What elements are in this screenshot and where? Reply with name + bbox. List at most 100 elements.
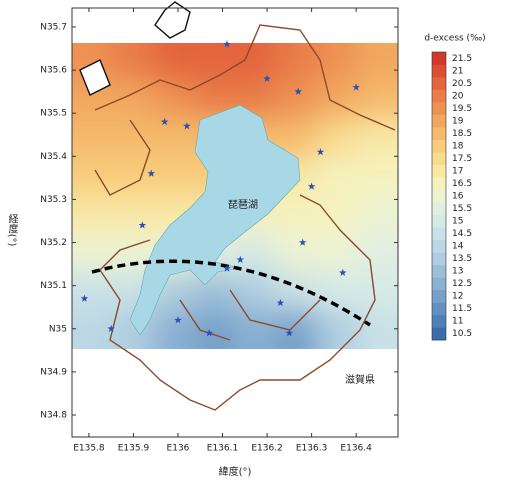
field-cell: [194, 43, 236, 82]
station: [80, 294, 89, 302]
station: [352, 83, 360, 91]
field-cell: [235, 310, 277, 349]
x-tick-label: E136.1: [207, 444, 238, 454]
y-tick-label: N35.6: [40, 66, 67, 76]
field-cell: [357, 233, 398, 273]
lake-label: 琵琶湖: [228, 199, 258, 211]
field-cell: [275, 194, 318, 235]
colorbar-frame: [431, 51, 447, 341]
colorbar-label: 13.5: [452, 254, 472, 264]
field-cell: [316, 310, 359, 349]
colorbar-label: 17: [452, 166, 463, 176]
field-cell: [275, 233, 318, 273]
y-tick-label: N34.8: [40, 411, 67, 421]
station: [294, 87, 302, 95]
x-tick-label: E136.4: [340, 444, 372, 454]
colorbar-swatch: [432, 164, 446, 178]
y-axis-label: 経度(°): [6, 212, 18, 246]
colorbar-swatch: [432, 214, 446, 228]
field-cell: [357, 310, 398, 349]
y-tick-label: N35.2: [40, 238, 67, 248]
colorbar-label: 16.5: [452, 179, 472, 189]
colorbar-label: 19.5: [452, 104, 472, 114]
y-tick-label: N35.1: [40, 281, 67, 291]
coastline: [79, 1, 191, 96]
field-cell: [153, 43, 196, 82]
station: [339, 268, 347, 276]
colorbar-label: 17.5: [452, 154, 472, 164]
y-tick-label: N35: [49, 324, 67, 334]
colorbar-swatch: [432, 102, 446, 115]
colorbar-swatch: [432, 252, 446, 266]
field-cell: [72, 310, 114, 349]
colorbar-label: 14: [452, 242, 464, 252]
field-cell: [235, 233, 277, 273]
station: [298, 238, 307, 246]
colorbar-swatch: [432, 152, 446, 165]
map-overlay: [79, 1, 396, 411]
field-cell: [72, 271, 114, 312]
field-cell: [316, 118, 359, 158]
field-cell: [316, 233, 359, 273]
field-cell: [72, 233, 114, 273]
colorbar-label: 11.5: [452, 304, 472, 314]
colorbar-swatch: [432, 189, 446, 203]
field-cell: [357, 194, 398, 235]
field-cell: [153, 156, 196, 197]
y-tick-label: N35.5: [40, 109, 67, 119]
station: [205, 329, 213, 337]
field-cell: [153, 80, 196, 120]
field-cell: [235, 271, 277, 312]
station: [147, 169, 156, 177]
colorbar-label: 12.5: [452, 279, 472, 289]
field-cell: [275, 310, 318, 349]
field-cell: [357, 271, 398, 312]
field-cell: [72, 156, 114, 197]
colorbar-swatch: [432, 202, 446, 216]
x-tick-label: E135.8: [73, 444, 105, 454]
station: [160, 117, 169, 126]
colorbar-label: 16: [452, 192, 464, 202]
axes: E135.8 E135.9 E136 E136.1 E136.2 E136.3 E136.4…: [40, 8, 398, 454]
field-cell: [357, 80, 398, 120]
field-cell: [72, 118, 114, 158]
field-cell: [316, 194, 359, 235]
station: [223, 264, 231, 272]
colorbar-swatch: [432, 314, 446, 328]
colorbar-label: 20: [452, 91, 464, 101]
station: [183, 122, 191, 130]
colorbar-label: 21.5: [452, 54, 472, 64]
y-tick-label: N34.9: [40, 367, 67, 377]
colorbar-swatch: [432, 239, 446, 253]
x-tick-label: E136.2: [251, 444, 282, 454]
station: [316, 148, 325, 156]
colorbar-swatch: [432, 277, 446, 291]
colorbar-label: 18.5: [452, 129, 472, 139]
field-cell: [153, 118, 196, 158]
colorbar-swatch: [432, 227, 446, 241]
colorbar-swatch: [432, 52, 446, 65]
colorbar-swatch: [432, 289, 446, 303]
field-cell: [316, 80, 359, 120]
colorbar-swatch: [432, 264, 446, 278]
station: [307, 182, 316, 190]
station: [138, 221, 147, 229]
x-tick-label: E136: [167, 444, 190, 454]
colorbar-label: 10.5: [452, 329, 472, 339]
station: [236, 255, 245, 263]
colorbar-label: 11: [452, 317, 463, 327]
station: [285, 329, 294, 337]
colorbar-swatch: [432, 177, 446, 191]
field-cell: [357, 43, 398, 82]
colorbar-swatch: [432, 327, 446, 341]
field-cell: [72, 194, 114, 235]
colorbar-swatch: [432, 114, 446, 128]
field-cell: [357, 156, 398, 197]
field-cell: [275, 80, 318, 120]
boundary-dashed-line: [91, 259, 371, 327]
field-cell: [357, 118, 398, 158]
y-tick-label: N35.4: [40, 152, 67, 162]
plot-frame: [71, 7, 399, 438]
x-tick-label: E136.3: [296, 444, 327, 454]
